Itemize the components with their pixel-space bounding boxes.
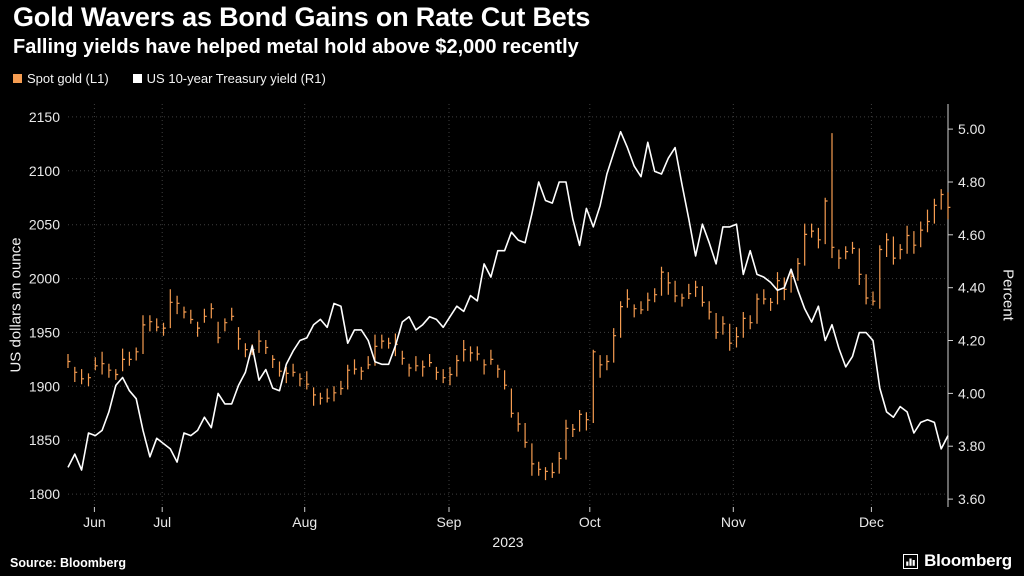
left-axis-tick-label: 1950 [29, 324, 60, 340]
left-axis-tick-label: 1800 [29, 486, 60, 502]
x-axis-month-label: Nov [721, 514, 746, 530]
left-axis-tick-label: 2100 [29, 163, 60, 179]
source-text: Source: Bloomberg [10, 556, 126, 570]
x-axis-month-label: Sep [437, 514, 462, 530]
left-axis-tick-label: 2150 [29, 109, 60, 125]
x-axis-month-label: Dec [859, 514, 884, 530]
right-axis-tick-label: 3.60 [958, 491, 985, 507]
right-axis-tick-label: 4.60 [958, 227, 985, 243]
left-axis-tick-label: 1900 [29, 378, 60, 394]
yield-swatch-icon [132, 74, 142, 83]
bloomberg-terminal-icon [903, 553, 919, 569]
chart-subtitle: Falling yields have helped metal hold ab… [13, 36, 579, 58]
legend: Spot gold (L1) US 10-year Treasury yield… [13, 71, 326, 86]
left-axis-tick-label: 2000 [29, 271, 60, 287]
legend-item-gold: Spot gold (L1) [13, 71, 109, 86]
right-axis-tick-label: 4.80 [958, 174, 985, 190]
x-axis-month-label: Aug [292, 514, 317, 530]
right-axis-tick-label: 3.80 [958, 438, 985, 454]
legend-item-yield: US 10-year Treasury yield (R1) [132, 71, 326, 86]
x-axis-month-label: Jul [153, 514, 171, 530]
x-axis-year: 2023 [492, 534, 524, 550]
legend-label-gold: Spot gold (L1) [27, 71, 109, 86]
x-axis-month-label: Oct [579, 514, 601, 530]
bloomberg-wordmark: Bloomberg [924, 551, 1012, 570]
legend-label-yield: US 10-year Treasury yield (R1) [146, 71, 326, 86]
gold-price-bars [67, 133, 949, 481]
right-axis-tick-label: 5.00 [958, 121, 985, 137]
x-axis-month-label: Jun [83, 514, 106, 530]
right-axis-tick-label: 4.00 [958, 385, 985, 401]
gold-close-ticks [68, 193, 951, 474]
bloomberg-logo: Bloomberg [903, 551, 1012, 571]
right-axis-tick-label: 4.40 [958, 280, 985, 296]
left-axis-tick-label: 2050 [29, 217, 60, 233]
left-axis-tick-label: 1850 [29, 432, 60, 448]
gold-swatch-icon [13, 74, 22, 83]
chart-title: Gold Wavers as Bond Gains on Rate Cut Be… [13, 2, 591, 32]
treasury-yield-line [67, 130, 949, 471]
right-axis-tick-label: 4.20 [958, 333, 985, 349]
